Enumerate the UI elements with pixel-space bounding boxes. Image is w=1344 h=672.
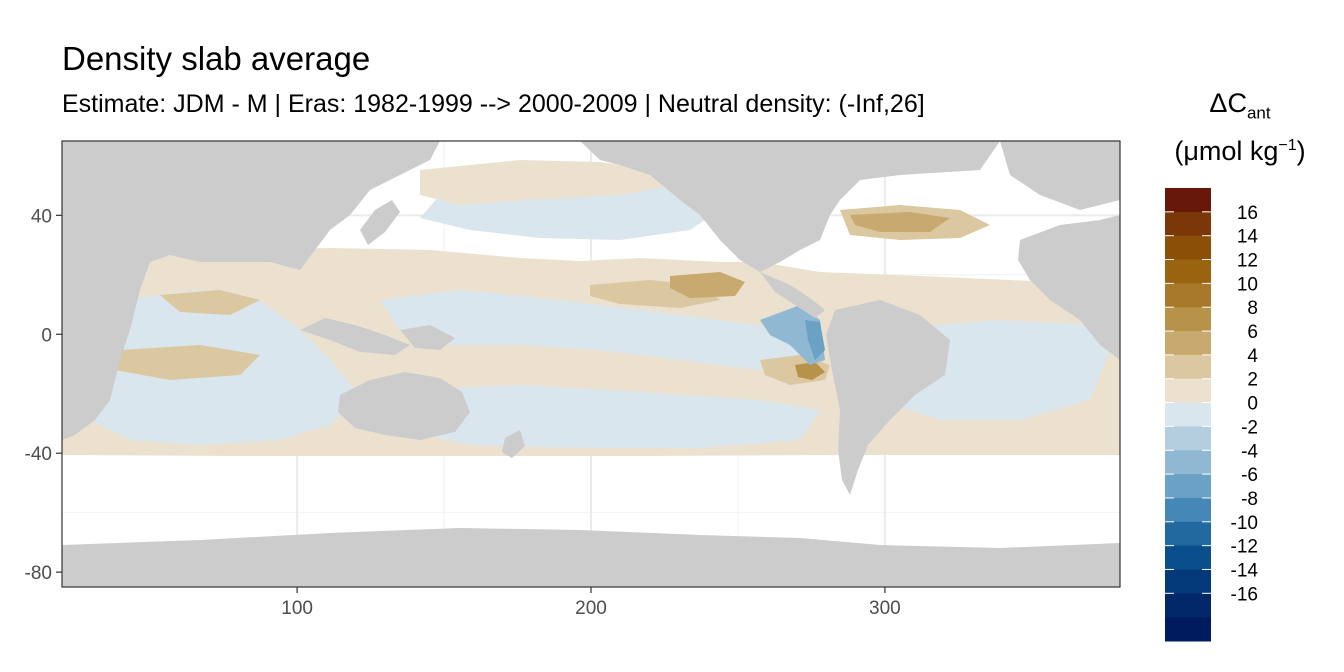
chart-title: Density slab average: [62, 40, 371, 77]
legend-swatch: [1165, 426, 1211, 451]
legend-swatch: [1165, 235, 1211, 261]
legend-swatch: [1165, 450, 1211, 475]
legend-swatch: [1165, 331, 1211, 356]
legend-units-superscript: −1: [1278, 137, 1297, 154]
legend-swatch: [1165, 617, 1211, 642]
land-mass: [300, 318, 410, 355]
legend-label: 0: [1247, 394, 1258, 415]
legend-units-prefix: (μmol kg: [1174, 136, 1279, 166]
legend-label: -16: [1231, 584, 1258, 605]
legend-title-subscript: ant: [1246, 103, 1271, 123]
legend-label: -6: [1241, 465, 1258, 486]
legend-label: -14: [1231, 560, 1259, 581]
legend-label: 16: [1237, 203, 1258, 224]
ocean-region: [670, 272, 745, 298]
ocean-region: [850, 212, 950, 232]
legend-swatch: [1165, 569, 1211, 594]
legend-label: 10: [1237, 274, 1258, 295]
land-mass: [360, 200, 400, 245]
legend-swatch: [1165, 378, 1211, 404]
x-tick-label: 200: [575, 598, 607, 619]
x-tick-label: 100: [281, 598, 313, 619]
land-mass: [62, 141, 440, 440]
legend-units-suffix: ): [1296, 136, 1306, 166]
legend-label: -12: [1231, 537, 1258, 558]
legend-swatch: [1165, 211, 1211, 237]
land-mass: [1000, 141, 1120, 210]
land-mass: [400, 325, 455, 350]
land-masses: [62, 141, 1120, 587]
x-tick-label: 300: [869, 598, 901, 619]
map-panel: [62, 141, 1120, 587]
legend-label: 14: [1237, 227, 1259, 248]
y-tick-label: 0: [41, 325, 52, 346]
legend-label: -4: [1241, 441, 1258, 462]
legend-swatch: [1165, 283, 1211, 308]
legend-swatch: [1165, 593, 1211, 618]
legend-swatch: [1165, 354, 1211, 380]
legend-swatch: [1165, 521, 1211, 547]
legend-label: 8: [1247, 298, 1258, 319]
land-mass: [1018, 215, 1120, 360]
ocean-region: [115, 345, 260, 380]
chart-subtitle: Estimate: JDM - M | Eras: 1982-1999 --> …: [62, 90, 925, 118]
ocean-region: [400, 385, 820, 448]
ocean-region: [760, 305, 825, 365]
land-mass: [502, 430, 525, 458]
y-tick-label: -80: [25, 563, 52, 584]
legend-label: 12: [1237, 251, 1258, 272]
legend-label: -2: [1241, 417, 1258, 438]
legend-swatch: [1165, 307, 1211, 332]
legend-title: ΔCant: [1160, 88, 1320, 123]
legend-swatch: [1165, 259, 1211, 284]
land-mass: [580, 141, 1000, 272]
legend-title-symbol: ΔC: [1209, 88, 1247, 118]
ocean-region: [160, 290, 260, 315]
ocean-region: [805, 320, 825, 360]
legend-swatch: [1165, 474, 1211, 499]
land-mass: [62, 528, 1120, 587]
legend-swatch: [1165, 497, 1211, 523]
land-mass: [760, 272, 825, 318]
ocean-region: [380, 290, 810, 370]
legend-label: 2: [1247, 370, 1258, 391]
y-tick-label: 40: [31, 206, 52, 227]
legend-swatch: [1165, 188, 1211, 213]
land-mass: [338, 372, 470, 440]
ocean-region: [420, 160, 700, 205]
land-mass: [826, 300, 950, 495]
legend-label: -10: [1231, 513, 1258, 534]
legend-label: 6: [1247, 322, 1258, 343]
ocean-region: [795, 362, 825, 380]
legend-units: (μmol kg−1): [1160, 136, 1320, 167]
legend-swatch: [1165, 545, 1211, 570]
legend-label: -8: [1241, 489, 1258, 510]
y-tick-label: -40: [25, 444, 52, 465]
legend-swatch: [1165, 402, 1211, 427]
legend-label: 4: [1247, 346, 1258, 367]
